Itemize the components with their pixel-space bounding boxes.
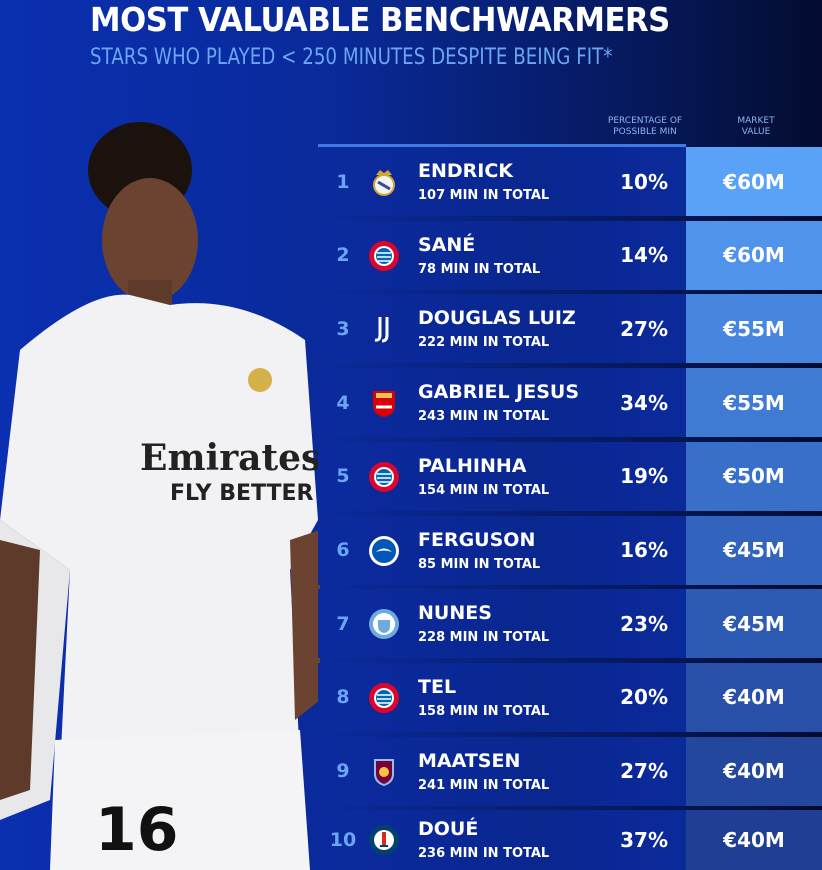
table-top-line xyxy=(318,144,686,147)
market-value: €55M xyxy=(686,294,822,364)
player-name: TEL xyxy=(418,675,457,698)
rank-number: 8 xyxy=(336,686,350,709)
player-minutes: 158 MIN IN TOTAL xyxy=(418,703,550,719)
percentage-value: 23% xyxy=(620,611,668,636)
player-minutes: 222 MIN IN TOTAL xyxy=(418,335,550,351)
row-main: 9 MAATSEN 241 MIN IN TOTAL 27% xyxy=(318,736,686,806)
market-value: €45M xyxy=(686,515,822,585)
shorts-number: 16 xyxy=(95,795,179,865)
percentage-value: 27% xyxy=(620,316,668,341)
table-row: 1 ENDRICK 107 MIN IN TOTAL 10% €60M xyxy=(318,147,822,216)
rank-number: 5 xyxy=(336,465,350,488)
row-main: 4 GABRIEL JESUS 243 MIN IN TOTAL 34% xyxy=(318,368,686,438)
rank-number: 10 xyxy=(329,829,357,852)
percentage-value: 16% xyxy=(620,538,668,562)
player-minutes: 154 MIN IN TOTAL xyxy=(418,482,550,498)
market-value: €60M xyxy=(686,220,822,290)
table-row: 4 GABRIEL JESUS 243 MIN IN TOTAL 34% €55… xyxy=(318,368,822,438)
row-main: 5 PALHINHA 154 MIN IN TOTAL 19% xyxy=(318,441,686,511)
player-minutes: 236 MIN IN TOTAL xyxy=(418,846,550,862)
percentage-value: 27% xyxy=(620,759,668,784)
row-main: 1 ENDRICK 107 MIN IN TOTAL 10% xyxy=(318,147,686,216)
man-city-crest-icon xyxy=(369,609,399,640)
player-minutes: 78 MIN IN TOTAL xyxy=(418,261,541,277)
table-row: 10 DOUÉ 236 MIN IN TOTAL 37% €40M xyxy=(318,810,822,870)
rank-number: 1 xyxy=(336,170,350,193)
player-name: NUNES xyxy=(418,602,492,625)
rank-number: 9 xyxy=(336,760,350,783)
market-value: €40M xyxy=(686,810,822,870)
bayern-crest-icon xyxy=(369,461,399,492)
shirt-sponsor: Emirates xyxy=(140,437,321,479)
row-main: 10 DOUÉ 236 MIN IN TOTAL 37% xyxy=(318,810,686,870)
player-name: ENDRICK xyxy=(418,160,514,182)
rank-number: 3 xyxy=(336,317,350,340)
header-market-value: MARKET VALUE xyxy=(737,116,775,137)
percentage-value: 34% xyxy=(620,390,668,415)
percentage-value: 19% xyxy=(620,464,668,489)
bayern-crest-icon xyxy=(369,682,399,713)
player-minutes: 228 MIN IN TOTAL xyxy=(418,630,550,646)
table-row: 6 FERGUSON 85 MIN IN TOTAL 16% €45M xyxy=(318,515,822,585)
player-photo: Emirates FLY BETTER 16 xyxy=(0,122,321,870)
player-minutes: 85 MIN IN TOTAL xyxy=(418,556,541,572)
rank-number: 6 xyxy=(336,539,350,561)
percentage-value: 10% xyxy=(620,169,668,194)
table-row: 3 DOUGLAS LUIZ 222 MIN IN TOTAL 27% €55M xyxy=(318,294,822,364)
market-value: €60M xyxy=(686,147,822,216)
table-row: 7 NUNES 228 MIN IN TOTAL 23% €45M xyxy=(318,589,822,659)
market-value: €55M xyxy=(686,368,822,438)
player-name: FERGUSON xyxy=(418,528,536,551)
player-minutes: 107 MIN IN TOTAL xyxy=(418,188,550,203)
table-row: 8 TEL 158 MIN IN TOTAL 20% €40M xyxy=(318,662,822,732)
real-madrid-crest-icon xyxy=(373,170,395,196)
market-value: €50M xyxy=(686,441,822,511)
player-name: MAATSEN xyxy=(418,749,521,772)
player-name: PALHINHA xyxy=(418,454,527,477)
page-subtitle: STARS WHO PLAYED < 250 MINUTES DESPITE B… xyxy=(90,45,613,70)
row-main: 7 NUNES 228 MIN IN TOTAL 23% xyxy=(318,589,686,659)
aston-villa-crest-icon xyxy=(374,758,394,786)
table-row: 2 SANÉ 78 MIN IN TOTAL 14% €60M xyxy=(318,220,822,290)
header-percentage: PERCENTAGE OF POSSIBLE MIN xyxy=(607,116,683,137)
player-name: DOUGLAS LUIZ xyxy=(418,307,576,330)
market-value: €45M xyxy=(686,589,822,659)
row-main: 3 DOUGLAS LUIZ 222 MIN IN TOTAL 27% xyxy=(318,294,686,364)
player-name: GABRIEL JESUS xyxy=(418,381,580,404)
percentage-value: 20% xyxy=(620,685,668,710)
percentage-value: 37% xyxy=(620,828,668,853)
table-row: 9 MAATSEN 241 MIN IN TOTAL 27% €40M xyxy=(318,736,822,806)
row-main: 8 TEL 158 MIN IN TOTAL 20% xyxy=(318,662,686,732)
rank-number: 7 xyxy=(336,612,350,635)
row-main: 6 FERGUSON 85 MIN IN TOTAL 16% xyxy=(318,515,686,585)
svg-text:FLY BETTER: FLY BETTER xyxy=(170,481,314,506)
arsenal-crest-icon xyxy=(373,391,395,418)
page-title: MOST VALUABLE BENCHWARMERS xyxy=(90,0,670,39)
player-minutes: 241 MIN IN TOTAL xyxy=(418,777,550,793)
psg-crest-icon xyxy=(369,825,399,856)
player-minutes: 243 MIN IN TOTAL xyxy=(418,409,550,425)
table-row: 5 PALHINHA 154 MIN IN TOTAL 19% €50M xyxy=(318,441,822,511)
brighton-crest-icon xyxy=(369,535,399,566)
market-value: €40M xyxy=(686,736,822,806)
row-main: 2 SANÉ 78 MIN IN TOTAL 14% xyxy=(318,220,686,290)
market-value: €40M xyxy=(686,662,822,732)
player-name: SANÉ xyxy=(418,233,476,256)
rank-number: 4 xyxy=(336,391,350,414)
rank-number: 2 xyxy=(336,244,350,267)
juventus-crest-icon xyxy=(374,317,389,343)
bayern-crest-icon xyxy=(369,240,399,271)
percentage-value: 14% xyxy=(620,243,668,268)
player-name: DOUÉ xyxy=(418,818,479,841)
